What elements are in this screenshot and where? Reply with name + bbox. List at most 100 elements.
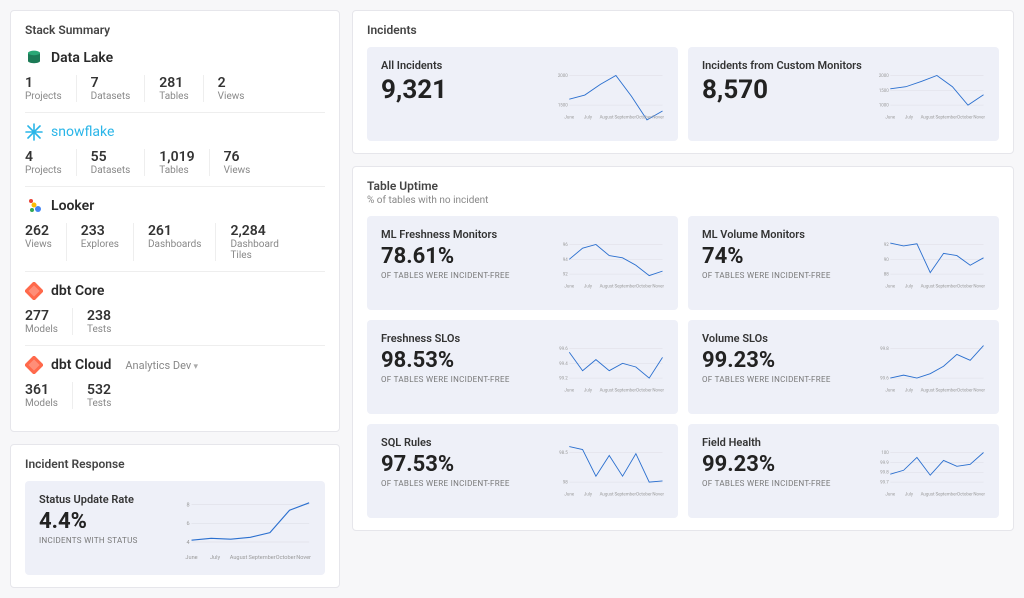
svg-text:September: September — [614, 114, 636, 120]
tile-title: Field Health — [702, 436, 862, 449]
svg-text:September: September — [614, 283, 636, 289]
stat-value: 1 — [25, 75, 62, 91]
uptime-tile: Field Health 99.23% OF TABLES WERE INCID… — [688, 424, 999, 518]
tile-sub: OF TABLES WERE INCIDENT-FREE — [702, 479, 862, 488]
stat-label: Tests — [87, 324, 111, 335]
stat: 76Views — [224, 149, 265, 176]
stat-label: Tables — [159, 91, 188, 102]
svg-text:November: November — [973, 491, 985, 497]
env-selector[interactable]: Analytics Dev — [125, 359, 198, 372]
stat: 1Projects — [25, 75, 77, 102]
stat-value: 532 — [87, 382, 111, 398]
stat: 262Views — [25, 223, 67, 261]
tile-title: ML Freshness Monitors — [381, 228, 541, 241]
svg-text:99.6: 99.6 — [559, 346, 568, 352]
tile-title: All Incidents — [381, 59, 541, 72]
stat-value: 262 — [25, 223, 52, 239]
svg-text:June: June — [564, 387, 574, 393]
stat-label: Explores — [81, 239, 119, 250]
svg-text:94: 94 — [563, 257, 568, 263]
svg-text:August: August — [921, 283, 936, 289]
uptime-tile: ML Volume Monitors 74% OF TABLES WERE IN… — [688, 216, 999, 310]
svg-text:June: June — [885, 387, 895, 393]
incident-tile: Incidents from Custom Monitors 8,570 100… — [688, 47, 999, 141]
stat-label: Projects — [25, 91, 62, 102]
tile-title: ML Volume Monitors — [702, 228, 862, 241]
svg-text:September: September — [935, 387, 957, 393]
datalake-icon — [25, 49, 43, 67]
svg-text:October: October — [957, 283, 973, 289]
svg-text:October: October — [957, 387, 973, 393]
stack-name: snowflake — [51, 124, 114, 140]
tile-sub: OF TABLES WERE INCIDENT-FREE — [381, 479, 541, 488]
svg-text:September: September — [614, 387, 636, 393]
tile-chart: 929496JuneJulyAugustSeptemberOctoberNove… — [553, 228, 664, 298]
svg-text:July: July — [584, 387, 593, 393]
stack-name: dbt Core — [51, 283, 104, 299]
svg-text:September: September — [935, 283, 957, 289]
svg-text:November: November — [652, 491, 664, 497]
svg-text:November: November — [652, 387, 664, 393]
svg-text:July: July — [905, 114, 914, 120]
incident-tile: All Incidents 9,321 15002000JuneJulyAugu… — [367, 47, 678, 141]
tile-chart: 889092JuneJulyAugustSeptemberOctoberNove… — [874, 228, 985, 298]
tile-chart: 99.299.499.6JuneJulyAugustSeptemberOctob… — [553, 332, 664, 402]
stat-value: 281 — [159, 75, 188, 91]
tile-value: 97.53% — [381, 453, 541, 477]
status-update-label: Status Update Rate — [39, 493, 159, 506]
svg-text:6: 6 — [187, 521, 190, 527]
svg-text:99.4: 99.4 — [559, 361, 568, 367]
status-update-chart: 468JuneJulyAugustSeptemberOctoberNovembe… — [171, 493, 311, 563]
svg-text:2000: 2000 — [879, 73, 889, 79]
stat-value: 261 — [148, 223, 202, 239]
svg-text:June: June — [885, 114, 895, 120]
stat-value: 76 — [224, 149, 251, 165]
stat-label: Views — [218, 91, 245, 102]
svg-text:July: July — [584, 114, 593, 120]
stat: 261Dashboards — [148, 223, 217, 261]
stack-dbtcloud: dbt CloudAnalytics Dev361Models532Tests — [25, 346, 325, 419]
svg-text:88: 88 — [884, 272, 889, 278]
stat: 233Explores — [81, 223, 134, 261]
stat-label: Dashboards — [148, 239, 202, 250]
stat-label: Datasets — [91, 165, 131, 176]
svg-text:November: November — [973, 114, 985, 120]
stat-value: 233 — [81, 223, 119, 239]
incident-response-card: Incident Response Status Update Rate 4.4… — [10, 444, 340, 588]
stat: 2Views — [218, 75, 259, 102]
uptime-card: Table Uptime % of tables with no inciden… — [352, 166, 1014, 531]
looker-icon — [25, 197, 43, 215]
tile-value: 99.23% — [702, 453, 862, 477]
stat: 55Datasets — [91, 149, 146, 176]
svg-text:June: June — [564, 114, 574, 120]
svg-text:June: June — [564, 283, 574, 289]
dbt-icon — [25, 282, 43, 300]
stat-value: 238 — [87, 308, 111, 324]
incidents-title: Incidents — [367, 23, 999, 37]
stat: 7Datasets — [91, 75, 146, 102]
tile-value: 74% — [702, 245, 862, 269]
svg-text:October: October — [636, 387, 652, 393]
stack-looker: Looker262Views233Explores261Dashboards2,… — [25, 187, 325, 272]
tile-title: Volume SLOs — [702, 332, 862, 345]
tile-sub: OF TABLES WERE INCIDENT-FREE — [381, 375, 541, 384]
svg-text:July: July — [905, 283, 914, 289]
svg-text:July: July — [584, 491, 593, 497]
status-update-sub: INCIDENTS WITH STATUS — [39, 536, 159, 545]
svg-text:96: 96 — [563, 242, 568, 248]
svg-text:90: 90 — [884, 257, 889, 263]
svg-text:September: September — [614, 491, 636, 497]
svg-text:November: November — [652, 114, 664, 120]
svg-text:92: 92 — [563, 272, 568, 278]
stat: 281Tables — [159, 75, 203, 102]
svg-text:99.7: 99.7 — [880, 480, 889, 486]
stack-snowflake: snowflake4Projects55Datasets1,019Tables7… — [25, 113, 325, 187]
svg-text:1500: 1500 — [879, 88, 889, 94]
svg-text:August: August — [600, 491, 615, 497]
stat: 1,019Tables — [159, 149, 209, 176]
stack-dbtcore: dbt Core277Models238Tests — [25, 272, 325, 346]
svg-text:November: November — [296, 555, 311, 561]
svg-text:June: June — [885, 283, 895, 289]
stat-label: Models — [25, 324, 58, 335]
svg-text:September: September — [935, 114, 957, 120]
